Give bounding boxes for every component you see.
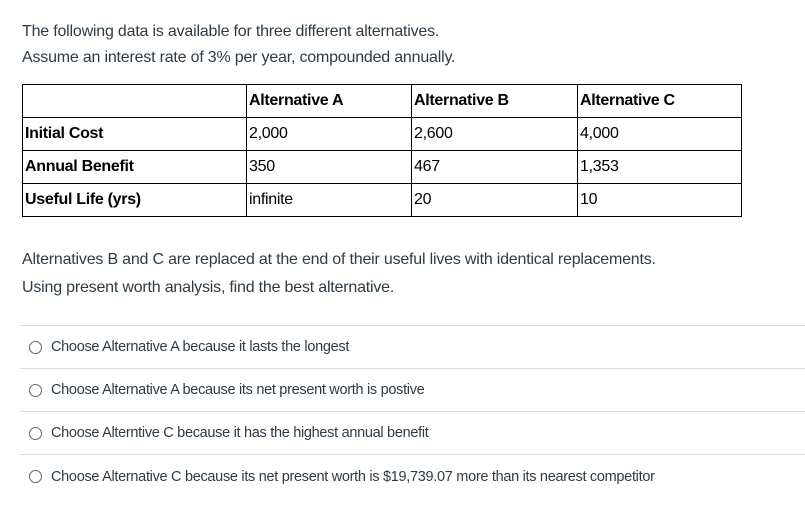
table-row: Initial Cost 2,000 2,600 4,000	[22, 117, 742, 151]
option-label: Choose Alternative A because it lasts th…	[51, 339, 350, 355]
table-cell: 2,000	[246, 117, 412, 151]
table-cell: 350	[246, 150, 412, 184]
row-label: Initial Cost	[22, 117, 247, 151]
table-cell: infinite	[246, 183, 412, 217]
row-label: Annual Benefit	[22, 150, 247, 184]
row-label: Useful Life (yrs)	[22, 183, 247, 217]
table-cell: 20	[411, 183, 578, 217]
table-cell: 10	[577, 183, 742, 217]
answer-option-1[interactable]: Choose Alternative A because it lasts th…	[20, 325, 805, 368]
table-cell: 4,000	[577, 117, 742, 151]
table-row: Annual Benefit 350 467 1,353	[22, 150, 742, 184]
intro-line-1: The following data is available for thre…	[22, 23, 440, 40]
header-cell: Alternative C	[577, 84, 742, 118]
header-cell: Alternative B	[411, 84, 578, 118]
table-cell: 2,600	[411, 117, 578, 151]
table-cell: 467	[411, 150, 578, 184]
table-cell: 1,353	[577, 150, 742, 184]
table-header-row: Alternative A Alternative B Alternative …	[22, 84, 742, 118]
answer-option-3[interactable]: Choose Alterntive C because it has the h…	[20, 411, 805, 454]
table-row: Useful Life (yrs) infinite 20 10	[22, 183, 742, 217]
option-label: Choose Alterntive C because it has the h…	[51, 425, 429, 441]
alternatives-table: Alternative A Alternative B Alternative …	[22, 84, 742, 217]
prompt-line-1: Alternatives B and C are replaced at the…	[22, 251, 656, 268]
radio-button[interactable]	[29, 470, 42, 483]
header-cell: Alternative A	[246, 84, 412, 118]
answer-option-4[interactable]: Choose Alternative C because its net pre…	[20, 454, 805, 498]
answer-options: Choose Alternative A because it lasts th…	[20, 325, 805, 498]
intro-line-2: Assume an interest rate of 3% per year, …	[22, 49, 456, 66]
answer-option-2[interactable]: Choose Alternative A because its net pre…	[20, 368, 805, 411]
radio-button[interactable]	[29, 426, 42, 440]
question-prompt: Alternatives B and C are replaced at the…	[22, 246, 656, 302]
header-cell	[22, 84, 247, 118]
prompt-line-2: Using present worth analysis, find the b…	[22, 279, 395, 296]
radio-button[interactable]	[29, 340, 42, 354]
intro-text: The following data is available for thre…	[22, 19, 456, 71]
option-label: Choose Alternative A because its net pre…	[51, 382, 425, 398]
option-label: Choose Alternative C because its net pre…	[51, 468, 655, 485]
radio-button[interactable]	[29, 383, 42, 397]
